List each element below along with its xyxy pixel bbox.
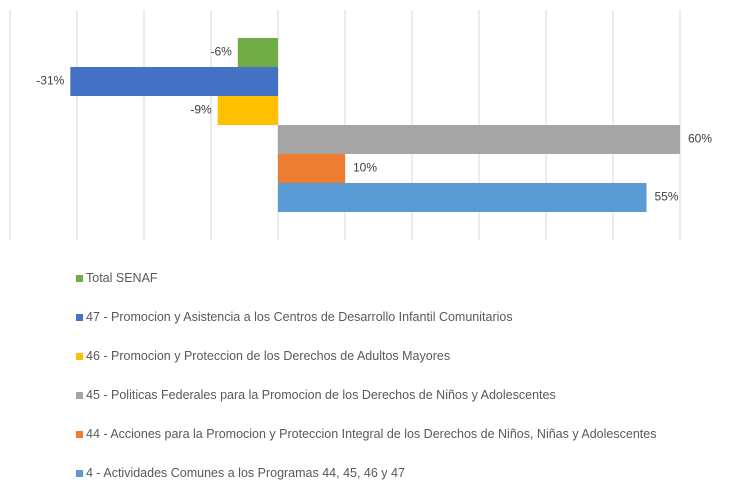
bar <box>278 125 680 154</box>
legend-item: Total SENAF <box>76 269 708 287</box>
bar <box>70 67 278 96</box>
bar <box>217 96 278 125</box>
data-label: 60% <box>688 132 712 146</box>
bar <box>237 38 278 67</box>
legend: Total SENAF 47 - Promocion y Asistencia a… <box>76 269 708 482</box>
legend-swatch <box>76 392 83 399</box>
bar <box>278 154 345 183</box>
legend-item: 46 - Promocion y Proteccion de los Derec… <box>76 347 708 365</box>
legend-label: 47 - Promocion y Asistencia a los Centro… <box>86 310 513 324</box>
legend-label: 45 - Politicas Federales para la Promoci… <box>86 388 556 402</box>
bar <box>278 183 647 212</box>
legend-item: 45 - Politicas Federales para la Promoci… <box>76 386 708 404</box>
legend-swatch <box>76 431 83 438</box>
legend-item: 47 - Promocion y Asistencia a los Centro… <box>76 308 708 326</box>
legend-label: 46 - Promocion y Proteccion de los Derec… <box>86 349 451 363</box>
data-label: 55% <box>655 190 679 204</box>
data-label: -6% <box>210 45 232 59</box>
legend-item: 44 - Acciones para la Promocion y Protec… <box>76 425 708 443</box>
legend-label: 4 - Actividades Comunes a los Programas … <box>86 466 405 480</box>
legend-label: 44 - Acciones para la Promocion y Protec… <box>86 427 657 441</box>
legend-swatch <box>76 314 83 321</box>
legend-label: Total SENAF <box>86 271 158 285</box>
data-label: -9% <box>190 103 212 117</box>
legend-swatch <box>76 470 83 477</box>
data-label: 10% <box>353 161 377 175</box>
chart: -6% -31% -9% 60% 10% 55% <box>9 10 712 240</box>
legend-swatch <box>76 353 83 360</box>
legend-swatch <box>76 275 83 282</box>
legend-item: 4 - Actividades Comunes a los Programas … <box>76 464 708 482</box>
data-label: -31% <box>36 74 64 88</box>
